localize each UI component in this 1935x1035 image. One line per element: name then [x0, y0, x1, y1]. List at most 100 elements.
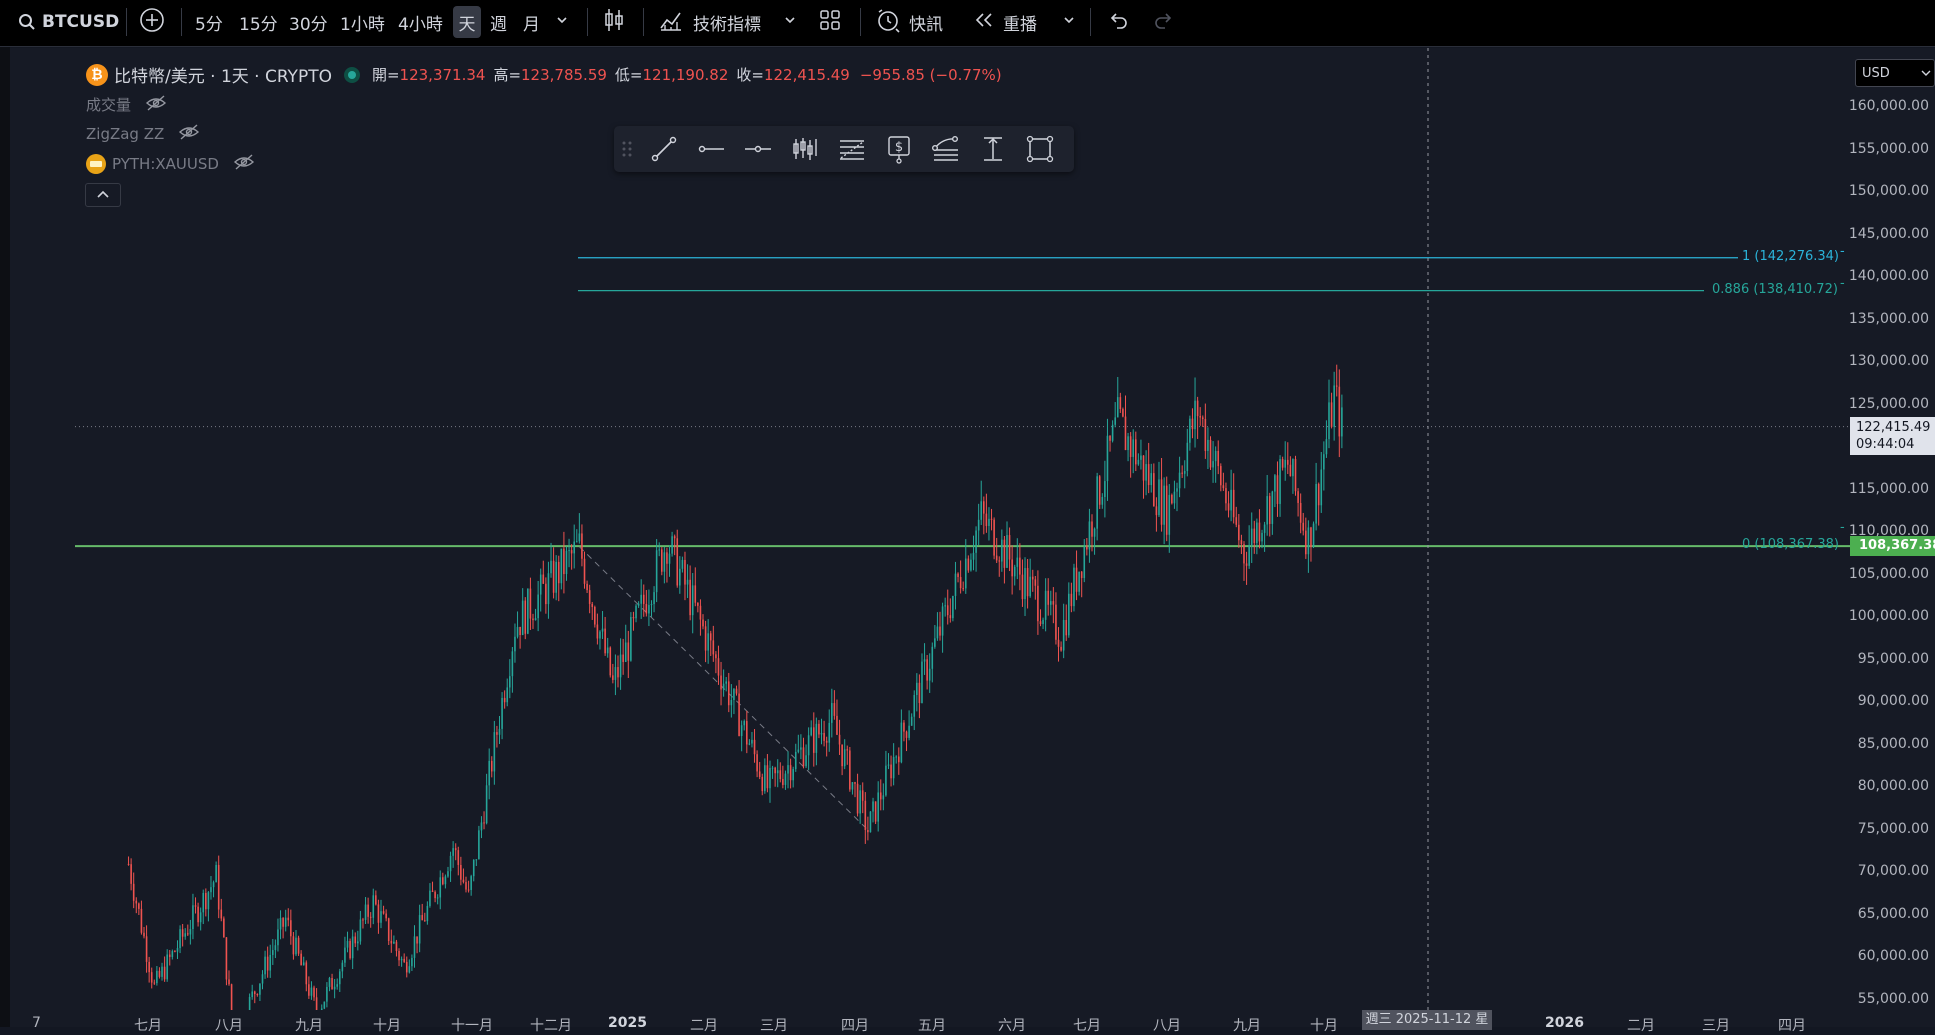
candle-body	[447, 871, 449, 877]
fib-level-0-label: 0 (108,367.38)	[1742, 537, 1839, 553]
indicator-zigzag[interactable]: ZigZag ZZ	[86, 124, 200, 144]
candle-body	[699, 605, 702, 620]
candle-body	[1039, 621, 1042, 625]
candle-body	[357, 941, 359, 944]
candle-body	[403, 958, 405, 962]
candle-body	[176, 948, 179, 952]
interval-1h[interactable]: 1小時	[340, 14, 385, 35]
candle-body	[423, 920, 426, 922]
eye-hidden-icon[interactable]	[178, 124, 200, 144]
indicators-button[interactable]: 技術指標	[659, 6, 761, 38]
replay-dropdown[interactable]	[1062, 6, 1076, 38]
candle-body	[1338, 386, 1341, 437]
candle-body	[637, 603, 640, 606]
rectangle-tool-icon[interactable]	[1025, 134, 1055, 164]
candle-body	[478, 830, 480, 860]
candle-body	[1163, 485, 1165, 525]
indicator-xauusd[interactable]: PYTH:XAUUSD	[86, 154, 255, 174]
candle-body	[563, 548, 565, 575]
price-note-tool-icon[interactable]: $	[884, 134, 914, 164]
fib-fan-tool-icon[interactable]	[931, 134, 961, 164]
candle-body	[395, 941, 398, 951]
candle-body	[993, 519, 995, 556]
candle-body	[181, 929, 184, 937]
compare-add-button[interactable]	[139, 6, 165, 38]
interval-1w[interactable]: 週	[490, 14, 507, 35]
interval-1m[interactable]: 月	[523, 14, 540, 35]
alert-news-button[interactable]: 快訊	[875, 6, 943, 38]
candle-body	[174, 951, 176, 953]
open-value: 123,371.34	[399, 65, 486, 84]
replay-button[interactable]: 重播	[973, 6, 1037, 38]
interval-dropdown[interactable]	[555, 6, 569, 38]
chart-pane[interactable]	[10, 48, 1935, 1027]
candle-body	[189, 929, 192, 935]
time-axis-tick: 2026	[1545, 1015, 1584, 1031]
candle-body	[1104, 481, 1106, 497]
candle-body	[300, 953, 302, 966]
candle-body	[740, 725, 743, 736]
candle-body	[812, 727, 815, 753]
time-axis-tick: 十月	[1310, 1018, 1338, 1034]
chart-type-button[interactable]	[602, 6, 626, 38]
candle-body	[707, 633, 709, 651]
candle-body	[390, 940, 393, 944]
candle-body	[1238, 524, 1240, 541]
horizontal-ray-tool-icon[interactable]	[696, 134, 726, 164]
candle-body	[653, 592, 655, 605]
time-axis-tick: 2025	[608, 1015, 647, 1031]
candle-body	[1204, 419, 1207, 451]
interval-5m[interactable]: 5分	[195, 14, 223, 35]
interval-15m[interactable]: 15分	[239, 14, 278, 35]
candle-body	[1042, 619, 1044, 625]
candle-body	[650, 604, 653, 606]
eye-hidden-icon[interactable]	[233, 154, 255, 174]
time-axis-tick: 六月	[998, 1018, 1026, 1034]
candle-body	[892, 757, 895, 779]
candle-body	[565, 550, 568, 575]
collapse-legend-button[interactable]	[85, 183, 121, 207]
bars-pattern-tool-icon[interactable]	[790, 134, 820, 164]
chevron-down-icon	[1062, 12, 1076, 32]
candle-body	[516, 627, 519, 637]
drag-handle-icon[interactable]	[620, 134, 634, 164]
symbol-search[interactable]: BTCUSD	[18, 6, 119, 38]
candle-body	[490, 760, 493, 772]
fib-retracement-tool-icon[interactable]	[837, 134, 867, 164]
candle-body	[717, 658, 720, 676]
eye-hidden-icon[interactable]	[145, 94, 167, 115]
candle-body	[1096, 476, 1098, 529]
redo-button[interactable]	[1153, 6, 1175, 38]
candle-body	[369, 916, 372, 918]
undo-button[interactable]	[1107, 6, 1129, 38]
indicators-dropdown[interactable]	[783, 6, 797, 38]
candle-body	[506, 687, 509, 703]
rewind-icon	[973, 10, 995, 35]
candle-body	[604, 628, 606, 654]
horizontal-line-tool-icon[interactable]	[743, 134, 773, 164]
candle-body	[1073, 567, 1075, 607]
trend-line-tool-icon[interactable]	[649, 134, 679, 164]
candle-body	[1114, 417, 1116, 425]
currency-selector[interactable]: USD	[1855, 59, 1935, 87]
interval-1d[interactable]: 天	[453, 6, 481, 38]
indicator-volume[interactable]: 成交量	[86, 94, 167, 115]
candle-body	[1134, 439, 1137, 465]
interval-4h[interactable]: 4小時	[398, 14, 443, 35]
candle-body	[251, 991, 253, 997]
candle-body	[1284, 459, 1287, 468]
candle-body	[720, 675, 722, 690]
candle-body	[856, 783, 859, 814]
interval-30m[interactable]: 30分	[289, 14, 328, 35]
price-range-tool-icon[interactable]	[978, 134, 1008, 164]
layout-templates-button[interactable]	[818, 6, 842, 38]
candle-body	[426, 905, 429, 922]
candle-body	[550, 560, 552, 574]
candle-body	[552, 560, 555, 593]
candle-body	[1286, 459, 1289, 465]
candle-body	[916, 682, 918, 696]
candle-body	[805, 755, 807, 767]
candle-body	[712, 640, 715, 655]
candle-body	[1029, 576, 1031, 597]
